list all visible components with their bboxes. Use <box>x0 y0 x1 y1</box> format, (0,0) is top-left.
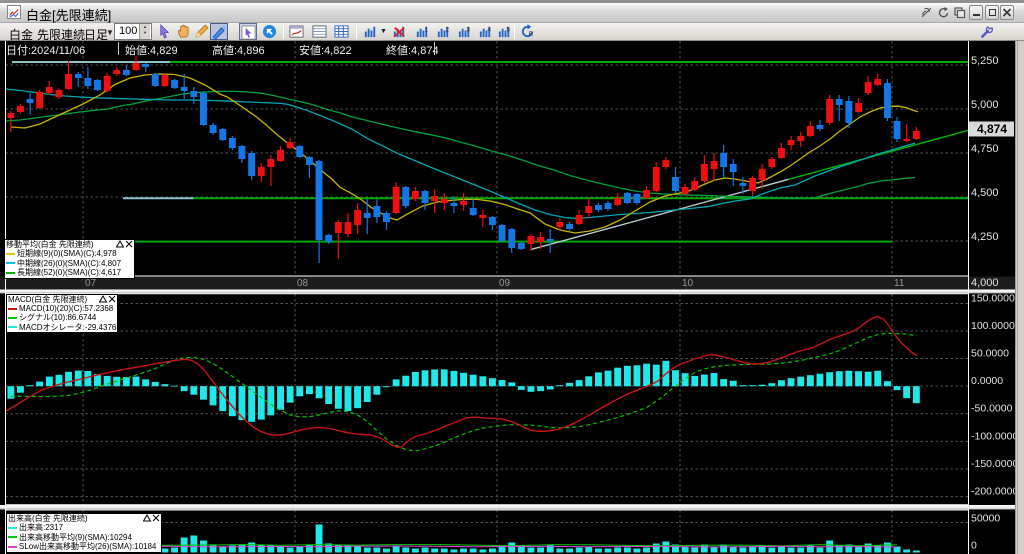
svg-text:4,750: 4,750 <box>971 143 999 155</box>
svg-text:R: R <box>528 31 533 38</box>
svg-text:-200.0000: -200.0000 <box>971 486 1015 498</box>
svg-text:50000: 50000 <box>971 513 1000 525</box>
svg-text:11: 11 <box>894 278 905 289</box>
svg-text:3: 3 <box>466 27 470 34</box>
svg-text:4,000: 4,000 <box>971 277 999 289</box>
svg-text:1: 1 <box>424 27 428 34</box>
svg-text:4,500: 4,500 <box>971 187 999 199</box>
svg-text:08: 08 <box>297 278 309 289</box>
svg-text:-100.0000: -100.0000 <box>971 430 1015 442</box>
svg-text:09: 09 <box>499 278 511 289</box>
svg-text:5,000: 5,000 <box>971 99 999 111</box>
svg-text:100.0000: 100.0000 <box>971 320 1015 332</box>
svg-text:50.0000: 50.0000 <box>971 348 1009 360</box>
svg-text:-50.0000: -50.0000 <box>971 403 1013 415</box>
svg-text:0.0000: 0.0000 <box>971 375 1003 387</box>
svg-text:-150.0000: -150.0000 <box>971 458 1015 470</box>
svg-text:150.0000: 150.0000 <box>971 293 1015 305</box>
svg-text:5,250: 5,250 <box>971 55 999 67</box>
svg-text:4: 4 <box>487 27 491 34</box>
svg-text:0: 0 <box>971 540 977 552</box>
svg-text:5: 5 <box>506 27 510 34</box>
svg-text:10: 10 <box>682 278 694 289</box>
svg-text:4,250: 4,250 <box>971 231 999 243</box>
svg-text:4,874: 4,874 <box>977 122 1007 136</box>
svg-text:07: 07 <box>85 278 97 289</box>
svg-text:2: 2 <box>445 27 449 34</box>
